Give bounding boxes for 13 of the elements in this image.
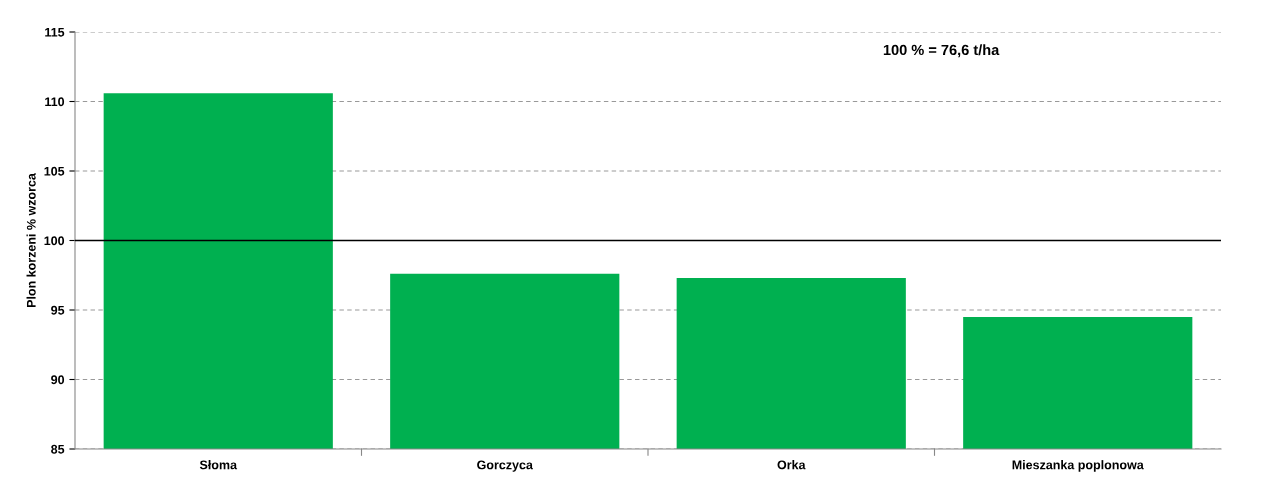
y-tick-label: 90 [51, 375, 65, 385]
y-tick-label: 105 [44, 166, 65, 176]
y-axis-title: Plon korzeni % wzorca [26, 173, 36, 308]
x-tick-label: Orka [777, 460, 806, 470]
x-tick-label: Słoma [199, 460, 238, 470]
y-tick-label: 85 [51, 444, 65, 454]
annotation: 100 % = 76,6 t/ha [883, 44, 1000, 58]
y-tick-label: 95 [51, 305, 65, 315]
y-tick-label: 100 [44, 236, 65, 246]
y-tick-label: 115 [45, 27, 65, 37]
x-tick-label: Mieszanka poplonowa [1012, 460, 1144, 472]
x-tick-label: Gorczyca [477, 460, 533, 472]
y-tick-label: 110 [45, 97, 65, 107]
